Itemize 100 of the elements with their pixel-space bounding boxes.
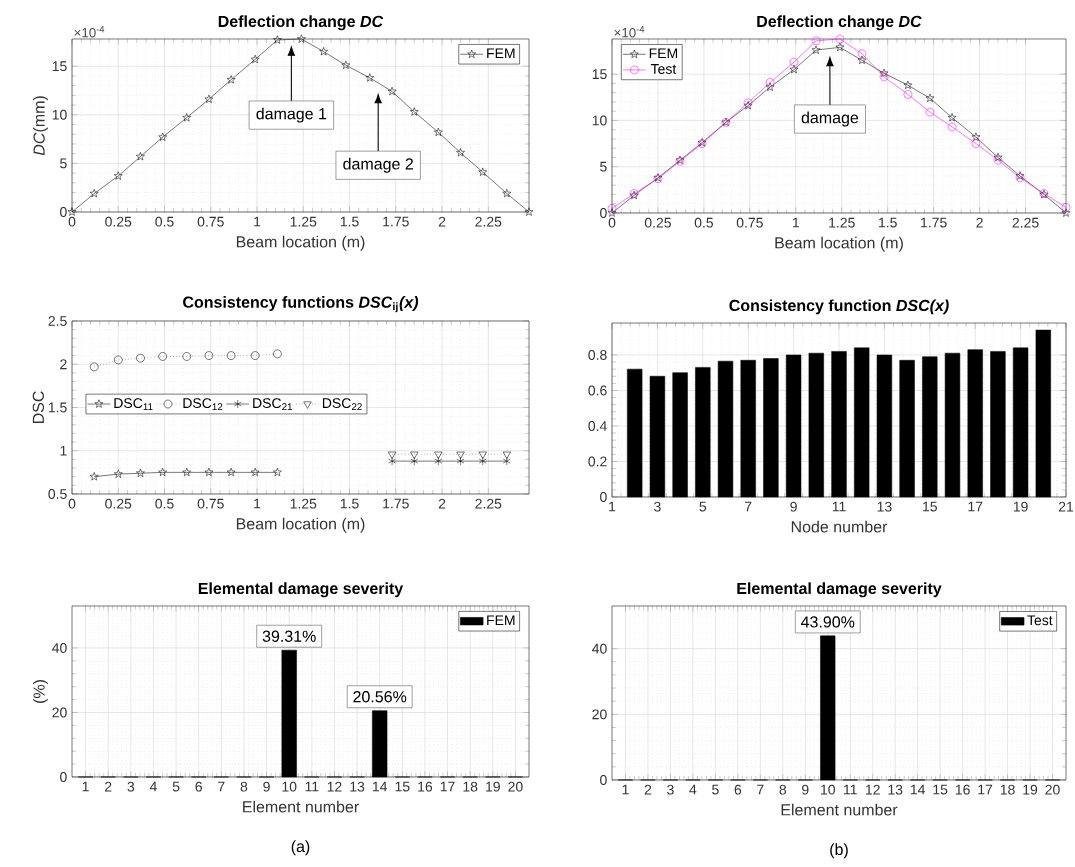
point xyxy=(250,54,260,64)
annotation: damage 1 xyxy=(256,107,327,123)
point xyxy=(765,82,775,91)
x-tick-label: 5 xyxy=(172,781,180,792)
point xyxy=(456,456,465,466)
y-tick-label: 0 xyxy=(600,208,607,218)
x-tick-label: 2.25 xyxy=(475,216,502,227)
x-tick-label: 1 xyxy=(254,216,261,227)
x-tick-label: 0.75 xyxy=(736,217,763,228)
x-tick-label: 0.25 xyxy=(105,498,132,509)
point xyxy=(879,68,889,77)
x-tick-label: 1.25 xyxy=(829,217,855,228)
x-tick-label: 16 xyxy=(418,781,433,792)
legend-label: DSC$_{21}$ xyxy=(253,398,293,411)
y-tick-label: 20 xyxy=(52,707,67,718)
x-tick-label: 2 xyxy=(976,217,983,228)
x-tick-label: 1.75 xyxy=(921,217,947,228)
x-axis-title: Element number xyxy=(781,803,898,816)
point xyxy=(456,451,465,459)
annotation: damage xyxy=(801,111,859,127)
point xyxy=(789,57,799,67)
x-tick-label: 1.5 xyxy=(879,217,897,228)
point xyxy=(182,113,192,122)
x-tick-label: 5 xyxy=(699,501,707,512)
point xyxy=(835,42,845,52)
point xyxy=(835,34,845,44)
x-axis-title: Beam location (m) xyxy=(236,517,365,533)
point xyxy=(903,80,913,89)
point xyxy=(456,148,465,157)
point xyxy=(503,456,511,466)
legend-label: Test xyxy=(1027,615,1053,626)
chart-title: Deflection change DC xyxy=(757,15,922,31)
x-tick-label: 6 xyxy=(195,781,202,792)
point xyxy=(204,351,214,360)
x-tick-label: 1 xyxy=(609,501,616,512)
point xyxy=(478,451,487,459)
point xyxy=(297,34,306,43)
y-tick-label: 5 xyxy=(60,158,67,169)
x-tick-label: 1.5 xyxy=(340,498,359,509)
x-tick-label: 3 xyxy=(667,784,674,795)
x-tick-label: 8 xyxy=(779,784,787,795)
legend-label: FEM xyxy=(487,615,515,626)
point xyxy=(925,107,935,117)
x-axis-title: Beam location (m) xyxy=(775,236,903,252)
y-axis-title: DC(mm) xyxy=(33,96,48,156)
y-axis-title: DSC xyxy=(32,391,44,424)
point xyxy=(89,188,99,198)
point xyxy=(250,467,260,477)
y-tick-label: 2 xyxy=(60,359,67,370)
x-tick-label: 1 xyxy=(622,784,629,795)
chart-title: Elemental damage severity xyxy=(198,582,404,598)
point xyxy=(811,36,821,46)
point xyxy=(502,188,512,198)
x-tick-label: 14 xyxy=(372,781,388,792)
point xyxy=(434,456,443,466)
x-tick-label: 2 xyxy=(644,784,652,795)
chart-title: Consistency functions DSC$_{ij}$(x) xyxy=(183,296,419,313)
x-tick-label: 17 xyxy=(978,784,993,795)
point xyxy=(341,60,351,69)
x-tick-label: 2.25 xyxy=(1012,217,1039,228)
x-tick-label: 12 xyxy=(866,784,880,795)
x-tick-label: 2 xyxy=(438,216,446,227)
x-tick-label: 18 xyxy=(1000,784,1015,795)
x-tick-label: 1 xyxy=(82,781,89,792)
point xyxy=(947,113,957,122)
point xyxy=(113,469,123,478)
point xyxy=(410,451,419,459)
x-tick-label: 11 xyxy=(305,781,319,792)
point xyxy=(388,456,396,466)
legend-label: FEM xyxy=(649,48,678,59)
chart-title: Consistency function DSC(x) xyxy=(729,299,949,315)
point xyxy=(89,362,99,372)
x-tick-label: 14 xyxy=(910,784,926,795)
y-tick-label: 10 xyxy=(52,109,67,120)
y-tick-label: 2.5 xyxy=(48,316,67,326)
point xyxy=(273,349,282,359)
x-tick-label: 17 xyxy=(968,501,983,512)
point xyxy=(811,45,821,54)
point xyxy=(273,35,282,44)
x-axis-title: Node number xyxy=(791,520,888,533)
x-tick-label: 7 xyxy=(757,784,764,795)
x-tick-label: 8 xyxy=(240,781,248,792)
x-tick-label: 0 xyxy=(68,216,76,227)
x-tick-label: 3 xyxy=(127,781,135,792)
x-tick-label: 5 xyxy=(712,784,719,795)
point xyxy=(409,107,419,116)
x-tick-label: 3 xyxy=(654,501,661,512)
y-tick-label: 40 xyxy=(52,642,67,653)
y-tick-label: 5 xyxy=(600,161,607,172)
y-tick-label: 0.4 xyxy=(588,421,607,431)
point xyxy=(857,49,867,59)
x-tick-label: 20 xyxy=(1045,784,1060,795)
point xyxy=(478,167,488,176)
point xyxy=(204,94,214,103)
point xyxy=(1061,203,1071,212)
x-tick-label: 13 xyxy=(877,501,892,512)
point xyxy=(434,451,443,459)
chart-title: Elemental damage severity xyxy=(737,582,942,598)
y-tick-label: 0.2 xyxy=(588,456,607,467)
point xyxy=(136,152,145,161)
